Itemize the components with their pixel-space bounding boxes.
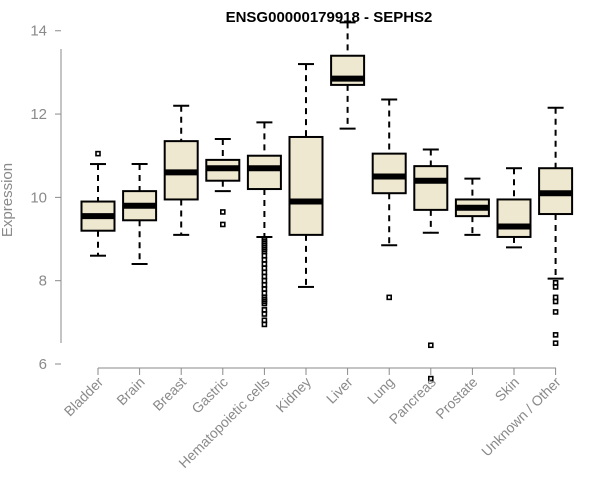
x-tick-label: Liver — [323, 374, 356, 407]
x-tick-label: Kidney — [273, 374, 315, 416]
box-kidney — [288, 63, 324, 288]
outlier-point — [261, 311, 268, 317]
outlier-point — [220, 221, 226, 228]
box-pancreas — [413, 148, 449, 382]
box-gastric — [205, 138, 241, 228]
y-axis-label: Expression — [0, 163, 16, 237]
outlier-point — [552, 340, 559, 346]
box-unknown-other — [538, 106, 574, 346]
iqr-box — [413, 165, 449, 211]
outlier-point — [552, 284, 559, 290]
outlier-point — [552, 332, 559, 338]
box-skin — [496, 167, 532, 249]
y-tick-label: 12 — [30, 106, 47, 123]
y-ticks: 6 8 10 12 14 — [30, 23, 61, 373]
chart-title: ENSG00000179918 - SEPHS2 — [226, 9, 433, 26]
box-brain — [122, 163, 158, 266]
outlier-point — [220, 209, 226, 215]
x-tick-label: Prostate — [432, 374, 480, 422]
outlier-point — [261, 321, 268, 328]
box-prostate — [454, 177, 490, 236]
box-breast — [163, 104, 199, 236]
outlier-point — [427, 342, 434, 349]
y-tick-label: 8 — [39, 273, 47, 290]
outlier-point — [386, 294, 393, 301]
x-tick-label: Bladder — [61, 374, 107, 420]
iqr-box — [288, 135, 324, 236]
iqr-box — [246, 154, 282, 191]
y-tick-label: 10 — [30, 189, 47, 206]
outlier-point — [552, 309, 559, 315]
x-tick-label: Lung — [364, 374, 397, 407]
outlier-point — [427, 375, 434, 382]
box-bladder — [80, 150, 116, 257]
box-lung — [371, 98, 407, 301]
iqr-box — [496, 198, 532, 238]
outlier-point — [95, 150, 101, 157]
x-tick-label: Breast — [149, 374, 189, 414]
x-tick-label: Unknown / Other — [478, 374, 564, 460]
box-hematopoietic-cells — [246, 121, 282, 328]
box-liver — [330, 21, 366, 130]
outlier-point — [552, 298, 559, 305]
outlier-point — [261, 300, 268, 307]
y-tick-label: 14 — [30, 23, 47, 40]
x-tick-label: Skin — [492, 374, 523, 405]
x-tick-label: Brain — [113, 374, 147, 408]
iqr-box — [371, 152, 407, 195]
y-tick-label: 6 — [39, 356, 47, 373]
boxes — [80, 21, 574, 382]
